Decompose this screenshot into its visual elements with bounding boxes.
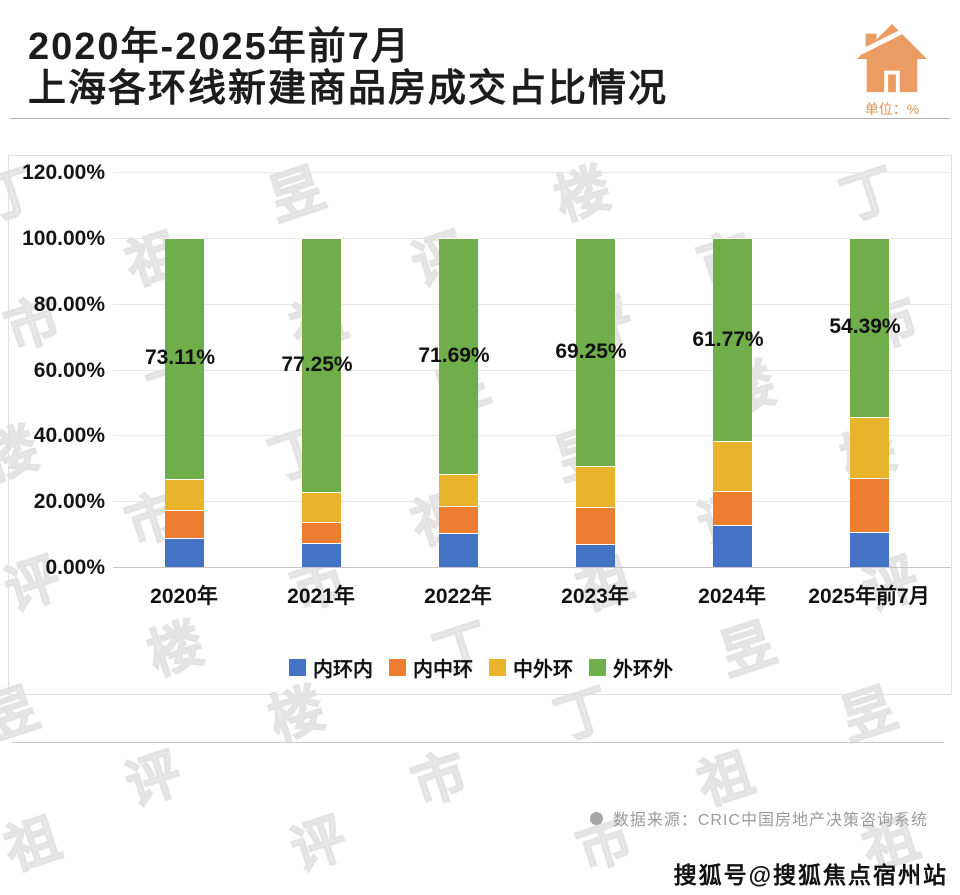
segment-内环内-2025年前7月 [849,532,889,567]
bar-2022年 [438,238,478,567]
x-axis-label-2022年: 2022年 [424,585,492,608]
segment-外环外-2025年前7月 [849,238,889,417]
legend-label: 内环内 [313,659,373,681]
bar-2023年 [575,238,615,567]
bar-2025年前7月 [849,238,889,567]
segment-中外环-2025年前7月 [849,416,889,478]
segment-中外环-2022年 [438,473,478,507]
data-label-2022年: 71.69% [418,343,490,367]
segment-中外环-2021年 [301,492,341,522]
segment-中外环-2024年 [712,441,752,492]
segment-内环内-2024年 [712,525,752,567]
legend-swatch-icon [389,659,406,676]
x-axis-label-2024年: 2024年 [698,585,766,608]
data-label-2024年: 61.77% [692,327,764,351]
legend-item-中外环: 中外环 [489,653,573,682]
y-axis-tick-label: 40.00% [33,424,105,448]
x-axis-label-2023年: 2023年 [561,585,629,608]
legend-item-内环内: 内环内 [289,653,373,682]
segment-内环内-2023年 [575,544,615,567]
segment-内中环-2025年前7月 [849,477,889,532]
x-axis-label-2021年: 2021年 [287,585,355,608]
gridline-0.00% [113,567,951,568]
segment-内中环-2023年 [575,507,615,545]
bar-2024年 [712,238,752,567]
segment-中外环-2020年 [164,478,204,511]
gridline-80.00% [113,303,951,305]
y-axis-tick-label: 120.00% [22,161,105,185]
y-axis-tick-label: 100.00% [22,227,105,250]
segment-中外环-2023年 [575,465,615,508]
gridline-60.00% [113,369,951,371]
data-label-2023年: 69.25% [555,339,627,363]
watermark-character: 评 [283,807,354,882]
segment-外环外-2020年 [164,238,204,479]
page-title-line1: 2020年-2025年前7月 [28,26,411,68]
segment-内中环-2024年 [712,491,752,526]
watermark-character: 祖 [0,807,68,882]
legend-label: 中外环 [513,659,573,681]
unit-label: 单位：% [864,101,920,117]
footer-divider [12,742,944,743]
segment-外环外-2023年 [575,238,615,466]
segment-外环外-2021年 [301,238,341,493]
data-source-text: 数据来源：CRIC中国房地产决策咨询系统 [612,812,928,829]
legend-swatch-icon [589,659,606,676]
segment-外环外-2024年 [712,238,752,442]
bullet-icon [589,811,603,825]
gridline-120.00% [113,172,951,174]
y-axis-tick-label: 80.00% [33,292,105,316]
bar-2021年 [301,238,341,567]
segment-内环内-2022年 [438,533,478,567]
data-source-row: 数据来源：CRIC中国房地产决策咨询系统 [589,806,928,830]
house-icon [856,23,928,93]
segment-内中环-2022年 [438,506,478,534]
legend-item-外环外: 外环外 [589,653,673,682]
stacked-bar-chart: 内环内 内中环 中外环 外环外 0.00% 20.00% 40.00% 60.00% 80.0… [8,155,952,695]
segment-内中环-2020年 [164,510,204,539]
x-axis-label-2020年: 2020年 [150,585,218,608]
gridline-20.00% [113,501,951,503]
segment-内环内-2020年 [164,538,204,567]
legend-item-内中环: 内中环 [389,653,473,682]
page-title-line2: 上海各环线新建商品房成交占比情况 [28,68,669,110]
data-label-2025年前7月: 54.39% [829,315,901,339]
data-label-2021年: 77.25% [281,353,353,377]
header-divider [10,118,950,119]
gridline-40.00% [113,435,951,437]
y-axis-tick-label: 0.00% [45,556,105,579]
legend-swatch-icon [289,659,306,676]
bar-2020年 [164,238,204,567]
segment-内环内-2021年 [301,543,341,567]
y-axis-tick-label: 60.00% [33,358,105,382]
legend-swatch-icon [489,659,506,676]
data-label-2020年: 73.11% [144,346,216,370]
x-axis-label-2025年前7月: 2025年前7月 [808,585,930,608]
gridline-100.00% [113,238,951,239]
chart-legend: 内环内 内中环 中外环 外环外 [9,653,953,682]
segment-内中环-2021年 [301,521,341,544]
y-axis-tick-label: 20.00% [33,490,105,514]
sohu-account-watermark: 搜狐号@搜狐焦点宿州站 [673,862,948,888]
legend-label: 内中环 [413,659,473,681]
legend-label: 外环外 [613,659,673,681]
segment-外环外-2022年 [438,238,478,474]
